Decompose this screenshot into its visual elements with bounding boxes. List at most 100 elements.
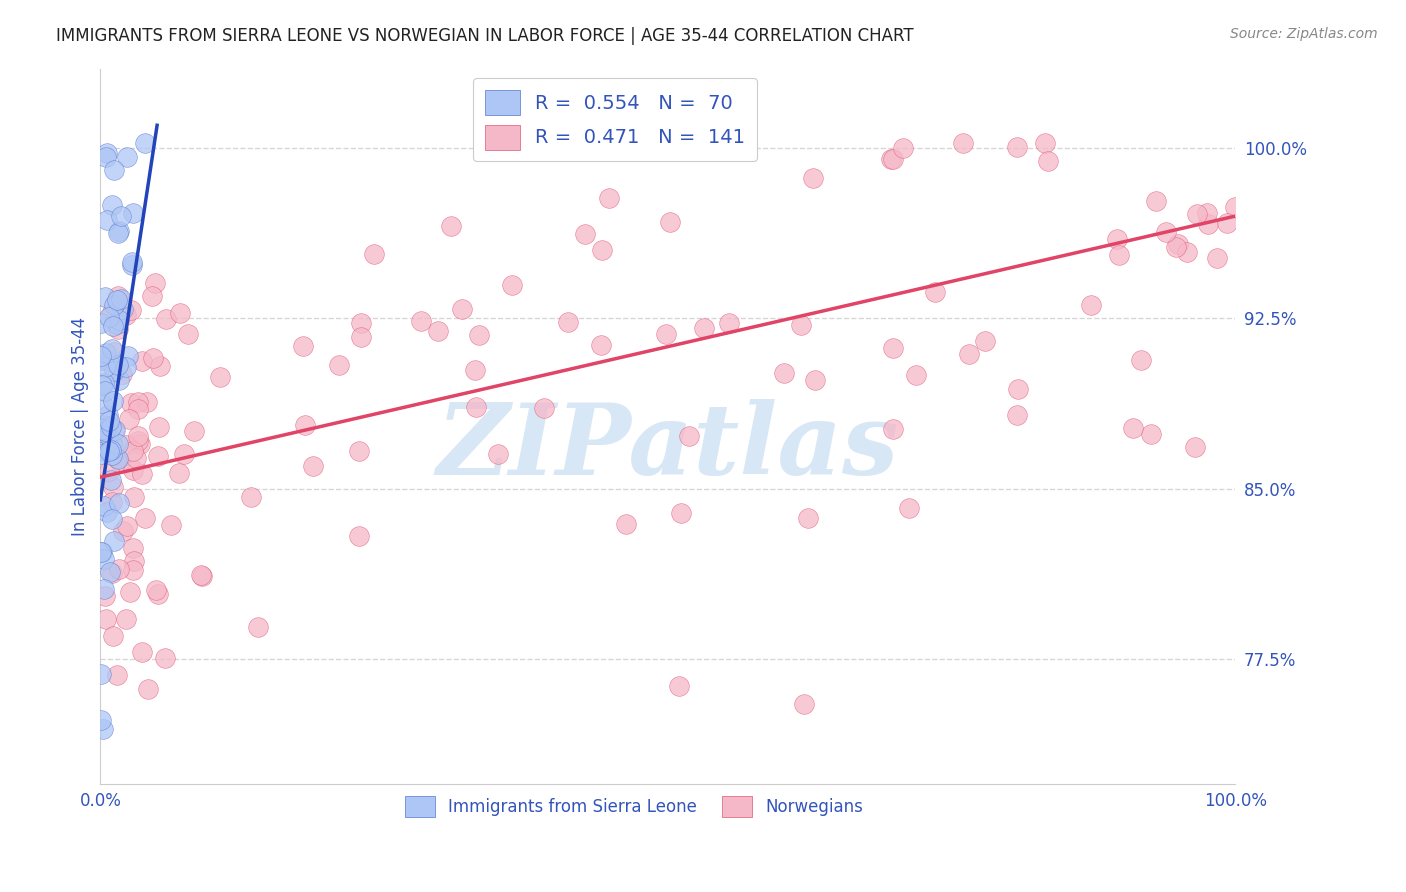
Point (347, 529, 370, 543)
Point (107, 452, 129, 467)
Point (118, 412, 141, 426)
Point (464, 363, 486, 377)
Point (557, 316, 579, 330)
Point (669, 507, 692, 521)
Point (97, 419, 120, 434)
Point (145, 582, 167, 597)
Point (101, 198, 124, 212)
Point (1167, 237, 1189, 252)
Point (90, 666, 112, 681)
Point (957, 347, 980, 361)
Point (120, 396, 142, 410)
Point (94, 612, 117, 626)
Point (717, 316, 740, 330)
Point (1080, 298, 1102, 312)
Point (897, 501, 920, 516)
Point (107, 358, 129, 372)
Point (105, 318, 128, 332)
Point (107, 224, 129, 238)
Point (91, 378, 114, 392)
Point (363, 246, 385, 260)
Point (91, 396, 114, 410)
Point (101, 566, 124, 580)
Point (96, 505, 118, 519)
Point (90, 353, 112, 368)
Point (101, 394, 124, 409)
Point (1166, 240, 1188, 254)
Point (1198, 218, 1220, 232)
Point (451, 301, 474, 316)
Point (134, 511, 156, 525)
Point (103, 423, 125, 437)
Legend: Immigrants from Sierra Leone, Norwegians: Immigrants from Sierra Leone, Norwegians (396, 788, 872, 825)
Point (96, 421, 118, 435)
Point (1108, 248, 1130, 262)
Point (107, 437, 129, 451)
Point (98, 566, 121, 580)
Point (574, 227, 596, 242)
Point (124, 450, 146, 465)
Point (100, 495, 122, 509)
Point (107, 312, 129, 326)
Point (101, 305, 124, 319)
Point (93, 443, 115, 458)
Text: ZIPatlas: ZIPatlas (437, 400, 898, 496)
Point (107, 289, 129, 303)
Point (121, 205, 143, 219)
Point (589, 338, 612, 352)
Point (591, 243, 613, 257)
Point (94, 291, 117, 305)
Point (486, 447, 509, 461)
Point (350, 317, 373, 331)
Point (103, 345, 125, 359)
Point (115, 612, 138, 626)
Point (121, 258, 143, 272)
Point (803, 170, 825, 185)
Point (122, 443, 145, 458)
Point (115, 308, 138, 322)
Point (1007, 408, 1029, 422)
Point (100, 420, 122, 434)
Point (796, 511, 818, 525)
Point (94, 384, 117, 398)
Point (1144, 194, 1167, 208)
Point (103, 298, 125, 312)
Point (97, 464, 120, 478)
Point (90, 545, 112, 559)
Point (96, 430, 118, 444)
Point (90, 544, 112, 558)
Point (183, 424, 205, 438)
Point (135, 394, 157, 409)
Point (772, 366, 794, 380)
Point (804, 373, 827, 387)
Point (101, 342, 124, 356)
Point (1139, 426, 1161, 441)
Point (658, 215, 681, 229)
Point (107, 226, 129, 240)
Point (1007, 382, 1029, 396)
Point (90, 713, 112, 727)
Point (98, 443, 121, 458)
Point (160, 517, 183, 532)
Point (90, 349, 112, 363)
Point (97, 428, 120, 442)
Point (122, 563, 145, 577)
Point (108, 455, 131, 469)
Point (112, 524, 135, 539)
Point (1005, 140, 1028, 154)
Point (1105, 232, 1128, 246)
Point (108, 562, 131, 576)
Point (1184, 440, 1206, 454)
Point (426, 324, 449, 338)
Point (1175, 244, 1198, 259)
Point (118, 585, 141, 599)
Point (882, 422, 904, 436)
Point (1036, 154, 1059, 169)
Point (328, 358, 350, 372)
Point (131, 353, 153, 368)
Point (1223, 201, 1246, 215)
Point (122, 462, 145, 476)
Point (882, 152, 904, 166)
Point (879, 152, 901, 166)
Point (110, 292, 132, 306)
